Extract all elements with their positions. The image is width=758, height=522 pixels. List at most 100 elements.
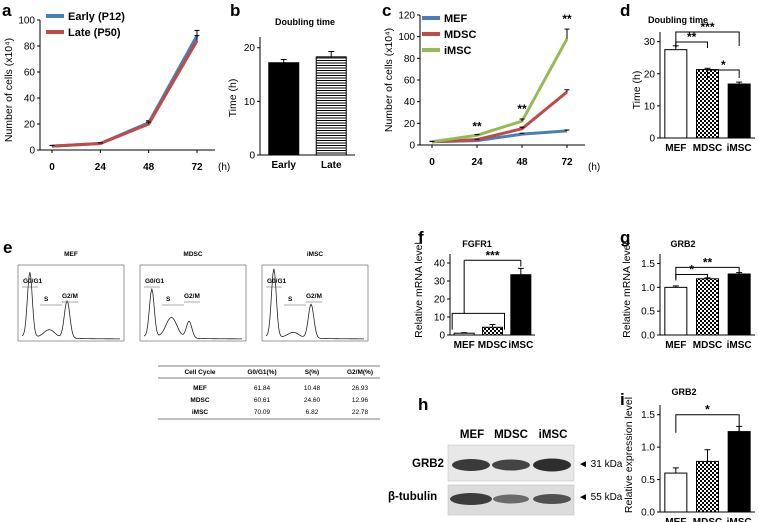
c-y-label: Number of cells (x10⁴): [383, 28, 395, 132]
hist-title-mef: MEF: [64, 251, 78, 258]
f-sig-label: ***: [485, 248, 499, 262]
panel-i: i GRB2 0.0 0.5 1.0 1.5 MEF MDSC iMSC * Relativ…: [620, 387, 755, 522]
y-tick-label: 0: [649, 134, 655, 145]
f-y-label: Relative mRNA level: [413, 242, 425, 338]
table-cell: MEF: [193, 385, 207, 392]
band-grb2-mef: [452, 459, 490, 471]
x-tick-label: MDSC: [693, 340, 722, 351]
y-tick-label: 0: [29, 146, 35, 157]
bar-mef: [664, 472, 688, 513]
y-tick-label: 30: [644, 37, 656, 48]
panel-e: e MEF G0/G1 S G2/M MDSC G0/G1 S G2/M iMSC G0/G1 S G…: [3, 238, 380, 420]
hist-gate-s: S: [44, 296, 49, 303]
a-legend-swatch-late: [46, 30, 64, 34]
x-tick-label: 48: [143, 162, 155, 173]
y-tick-label: 0: [439, 331, 445, 342]
g-sig-mef-imsc-bracket: [675, 266, 740, 280]
band-tubulin-mdsc: [493, 494, 529, 504]
panel-i-label: i: [620, 390, 625, 409]
blot-lane-mdsc: MDSC: [494, 429, 528, 441]
band-grb2-mdsc: [492, 459, 530, 471]
x-tick-label: 24: [471, 157, 483, 168]
hist-gate-g0g1: G0/G1: [267, 278, 287, 285]
panel-e-label: e: [3, 238, 12, 257]
d-sig-mdsc-imsc-label: *: [721, 58, 726, 72]
a-legend-early: Early (P12): [68, 11, 125, 23]
table-cell: 22.78: [352, 409, 369, 416]
table-cell: 24.60: [304, 397, 321, 404]
x-tick-label: iMSC: [508, 340, 533, 351]
d-title: Doubling time: [648, 15, 708, 25]
hist-gate-g2m: G2/M: [306, 293, 322, 300]
d-sig-mef-imsc-label: ***: [700, 20, 714, 34]
i-sig-bracket: [675, 414, 740, 433]
g-sig-mef-mdsc-label: *: [689, 262, 694, 276]
y-tick-label: 10: [644, 101, 656, 112]
bar-imsc: [727, 273, 751, 336]
y-tick-label: 80: [24, 42, 36, 53]
table-header-cell: Cell Cycle: [184, 369, 215, 376]
c-x-unit: (h): [588, 162, 600, 173]
f-group-bracket: [451, 312, 505, 330]
y-tick-label: 0: [409, 141, 415, 152]
table-header-cell: G2/M(%): [347, 369, 373, 376]
i-y-label: Relative expression level: [623, 397, 635, 513]
y-tick-label: 100: [18, 16, 35, 27]
bar-late: [315, 56, 347, 156]
blot-lane-imsc: iMSC: [539, 429, 568, 441]
x-tick-label: 0: [429, 157, 435, 168]
bar-early: [268, 62, 300, 156]
hist-gate-g0g1: G0/G1: [145, 278, 165, 285]
a-y-label: Number of cells (x10⁴): [3, 38, 15, 142]
panel-a-label: a: [2, 1, 12, 20]
panel-g-label: g: [620, 228, 630, 247]
d-sig-mef-mdsc-label: **: [687, 30, 697, 44]
hist-title-imsc: iMSC: [307, 251, 324, 258]
y-tick-label: 20: [244, 43, 256, 54]
b-y-label: Time (h): [227, 79, 239, 118]
c-legend-swatch-imsc: [422, 48, 440, 52]
x-tick-label: MEF: [665, 340, 686, 351]
table-cell: MDSC: [190, 397, 209, 404]
x-tick-label: 24: [95, 162, 107, 173]
hist-gate-s: S: [166, 296, 171, 303]
x-tick-label: Early: [272, 160, 297, 171]
x-tick-label: 72: [191, 162, 203, 173]
i-sig-label: *: [705, 403, 710, 417]
table-header-cell: G0/G1(%): [247, 369, 276, 376]
blot-membrane-grb2: [447, 444, 575, 482]
hist-gate-s: S: [288, 296, 293, 303]
hist-frame-imsc: [261, 264, 369, 342]
table-cell: 60.61: [254, 397, 271, 404]
table-header-cell: S(%): [305, 369, 319, 376]
bar-mdsc: [696, 460, 719, 513]
panel-a: a 0 20 40 60 80 100 0 24 48 72 (h) Number of cell…: [2, 1, 230, 173]
bar-mdsc: [482, 326, 503, 336]
blot-size-55: ◄ 55 kDa: [578, 492, 623, 503]
y-tick-label: 1.5: [641, 410, 655, 421]
y-tick-label: 80: [404, 54, 416, 65]
hist-curve-imsc: [265, 268, 365, 340]
blot-size-31: ◄ 31 kDa: [578, 459, 623, 470]
c-legend-imsc: iMSC: [444, 45, 472, 57]
x-tick-label: MEF: [665, 517, 686, 522]
bar-imsc: [510, 274, 532, 336]
x-tick-label: iMSC: [727, 517, 752, 522]
series-line-imsc: [431, 38, 569, 144]
bar-mef: [664, 49, 688, 139]
significance-24h: **: [472, 119, 482, 133]
panel-c-label: c: [382, 1, 391, 20]
table-cell: 12.96: [352, 397, 369, 404]
hist-gate-g2m: G2/M: [62, 293, 78, 300]
c-legend-swatch-mef: [422, 16, 440, 20]
bar-mdsc: [696, 278, 719, 336]
x-tick-label: iMSC: [727, 143, 752, 154]
y-tick-label: 20: [644, 69, 656, 80]
y-tick-label: 10: [434, 313, 446, 324]
hist-gate-g0g1: G0/G1: [23, 278, 43, 285]
x-tick-label: 0: [49, 162, 55, 173]
c-legend-mdsc: MDSC: [444, 29, 476, 41]
f-title: FGFR1: [462, 239, 492, 249]
x-tick-label: MEF: [665, 143, 686, 154]
